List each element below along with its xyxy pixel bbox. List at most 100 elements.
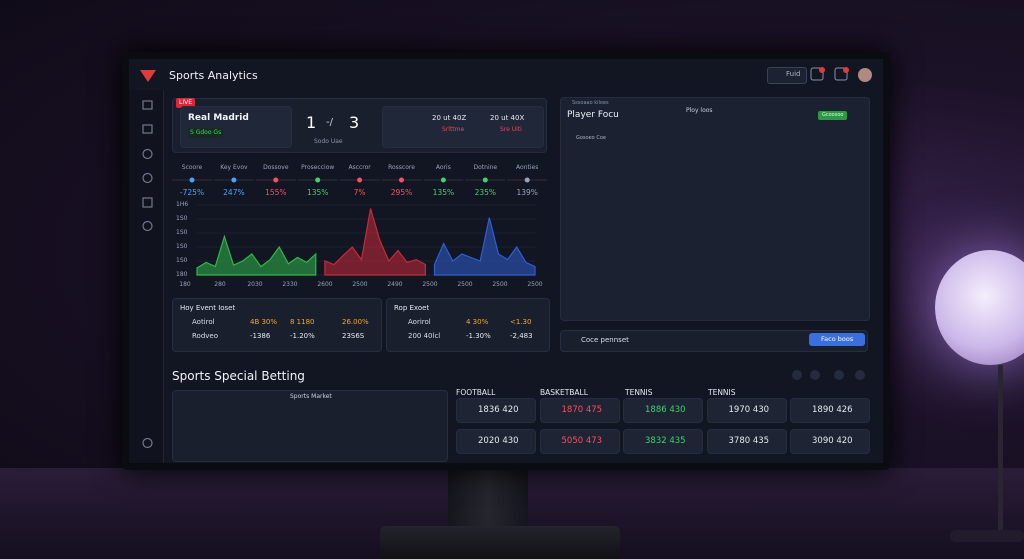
odds-card[interactable] (456, 429, 536, 454)
search-input[interactable]: Fuid (786, 70, 801, 78)
table-cell: 200 40lcl (408, 332, 441, 340)
y-axis-label: 1S0 (176, 215, 188, 222)
stat-label: Dotnine (473, 164, 498, 171)
focus-footer-button[interactable]: Faco boos (809, 333, 866, 346)
live-badge: LIVE (176, 98, 196, 108)
away-stat-label: Sre Uiti (500, 126, 522, 133)
icon (142, 220, 153, 232)
table-cell: 23S6S (342, 332, 365, 340)
x-axis-label: 2490 (387, 281, 403, 288)
score-separator: -/ (326, 117, 333, 128)
odds-value[interactable]: 1836 420 (478, 405, 519, 415)
odds-card[interactable] (790, 429, 870, 454)
icon (142, 124, 153, 134)
sport-heading: TENNIS (708, 388, 736, 397)
away-stat-label: Srlttme (442, 126, 465, 133)
focus-footer (560, 330, 868, 352)
odds-value[interactable]: 1886 430 (645, 405, 686, 415)
odds-value[interactable]: 1870 475 (561, 405, 603, 415)
home-card (180, 106, 292, 148)
stat-dot (524, 177, 530, 183)
focus-title: Player Focu (567, 110, 619, 120)
activity-area (196, 234, 317, 276)
odds-card[interactable] (790, 398, 870, 423)
y-axis-label: 1S0 (176, 243, 188, 250)
odds-value[interactable]: 1890 426 (812, 405, 853, 415)
table-title: Hoy Event Ioset (180, 304, 236, 312)
stat-value: 135% (432, 188, 455, 197)
table-cell: <1.30 (510, 318, 532, 326)
x-axis-label: 2600 (317, 281, 333, 288)
lamp-shade (935, 250, 1024, 365)
focus-tag[interactable]: Gcoosoo (818, 111, 848, 120)
odds-card[interactable] (539, 398, 620, 423)
stat-dot (482, 177, 488, 183)
table-cell: -1386 (250, 332, 271, 340)
monitor-neck (448, 466, 528, 532)
odds-value[interactable]: 2020 430 (478, 436, 519, 446)
icon (142, 100, 153, 110)
stat-dot (189, 177, 195, 183)
icon-bell[interactable] (834, 67, 848, 81)
stat-dot (273, 177, 279, 183)
focus-center-label: Ploy loos (686, 107, 713, 114)
market-panel (172, 390, 448, 462)
y-axis-label: 180 (176, 271, 188, 278)
event-table (386, 298, 550, 352)
odds-value[interactable]: 3780 435 (728, 436, 770, 446)
odds-card[interactable] (539, 429, 620, 454)
app-title: Sports Analytics (169, 69, 258, 82)
odds-card[interactable] (456, 398, 536, 423)
odds-value[interactable]: 3832 435 (645, 436, 686, 446)
table-title: Rop Exoet (394, 304, 430, 312)
stat-value: 295% (390, 188, 413, 197)
betting-title: Sports Special Betting (172, 369, 305, 383)
lamp-base (950, 530, 1024, 542)
score-note: Sodo Uae (314, 138, 343, 145)
table-cell: 8 1180 (290, 318, 315, 326)
y-axis-label: 1S0 (176, 257, 188, 264)
home-team: Real Madrid (188, 113, 249, 123)
table-cell: -1.20% (290, 332, 315, 340)
sport-heading: FOOTBALL (456, 388, 496, 397)
home-detail: S Gdoo Gs (188, 128, 224, 138)
icon (142, 148, 153, 160)
x-axis-label: 2500 (492, 281, 508, 288)
odds-value[interactable]: 1970 430 (728, 405, 770, 415)
odds-value[interactable]: 3090 420 (812, 436, 853, 446)
sport-heading: BASKETBALL (540, 388, 588, 397)
table-cell: -2,483 (510, 332, 533, 340)
table-cell: Aorirol (408, 318, 431, 326)
table-cell: Aotirol (192, 318, 215, 326)
table-cell: Rodveo (192, 332, 219, 340)
odds-card[interactable] (706, 429, 787, 454)
control-button (834, 370, 844, 380)
y-axis-label: 1H6 (176, 201, 189, 208)
away-score: 3 (349, 113, 360, 132)
icon-mail[interactable] (810, 67, 824, 81)
icon (142, 197, 153, 208)
odds-card[interactable] (623, 398, 703, 423)
monitor-base (380, 526, 620, 559)
avatar[interactable] (858, 68, 872, 82)
odds-card[interactable] (623, 429, 703, 454)
control-button (810, 370, 820, 380)
x-axis-label: 2030 (247, 281, 263, 288)
pitch-toolbar-text: Gosoeo Coe (576, 135, 606, 141)
focus-footer-text: Coce pennset (581, 336, 629, 344)
stat-dot (357, 177, 363, 183)
lamp-pole (998, 365, 1003, 535)
odds-value[interactable]: 5050 473 (561, 436, 603, 446)
odds-card[interactable] (706, 398, 787, 423)
icon (142, 437, 153, 449)
player-focus-panel (560, 97, 870, 321)
stat-label: Rosscore (388, 164, 415, 171)
stat-value: 235% (474, 188, 497, 197)
stat-label: Asccror (348, 164, 371, 171)
y-axis-label: 1S0 (176, 229, 188, 236)
control-button (855, 370, 865, 380)
x-axis-label: 2500 (352, 281, 368, 288)
icon (142, 172, 153, 184)
